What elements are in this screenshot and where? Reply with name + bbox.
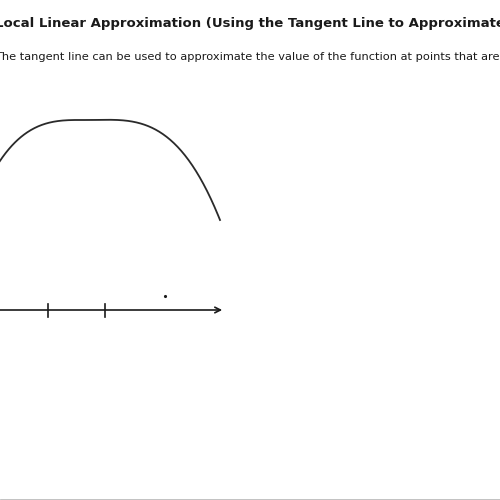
Text: The tangent line can be used to approximate the value of the function at points : The tangent line can be used to approxim… <box>0 52 500 62</box>
Text: Local Linear Approximation (Using the Tangent Line to Approximate the Value of a: Local Linear Approximation (Using the Ta… <box>0 18 500 30</box>
